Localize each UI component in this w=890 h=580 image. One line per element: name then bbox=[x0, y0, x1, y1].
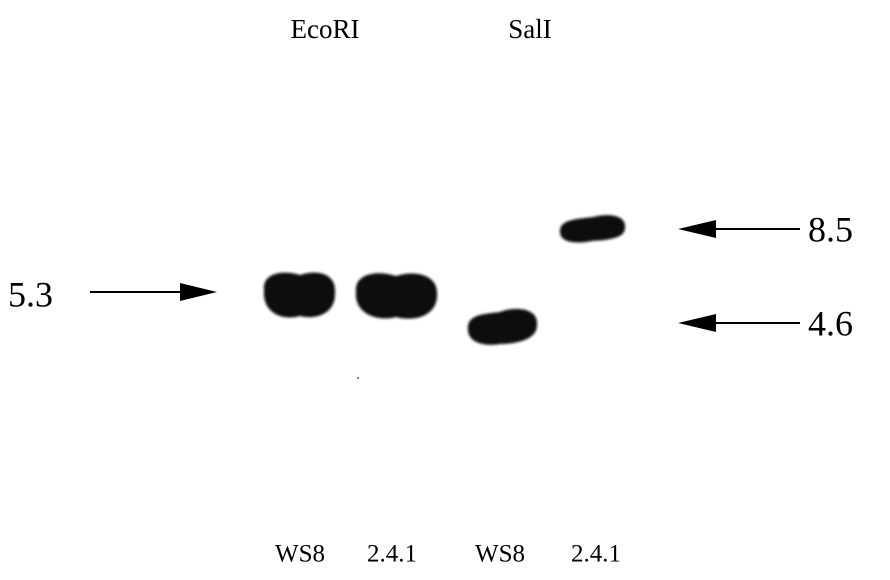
arrow-head bbox=[678, 314, 716, 332]
size-marker: 8.5 bbox=[808, 209, 853, 249]
size-marker: 4.6 bbox=[808, 303, 853, 343]
arrow-head bbox=[678, 220, 716, 238]
lane-label: WS8 bbox=[275, 541, 325, 568]
lane-label: 2.4.1 bbox=[367, 541, 417, 568]
band bbox=[264, 273, 335, 318]
band bbox=[356, 273, 437, 318]
size-marker: 5.3 bbox=[8, 274, 53, 314]
blot-figure: EcoRI SalI 5.3 8.5 4.6 WS8 2.4.1 WS8 2.4… bbox=[0, 0, 890, 580]
band bbox=[560, 215, 625, 242]
arrow-head bbox=[180, 283, 217, 301]
enzyme-label: EcoRI bbox=[291, 14, 360, 44]
enzyme-label: SalI bbox=[508, 14, 552, 44]
speck bbox=[357, 377, 359, 379]
lane-label: WS8 bbox=[475, 541, 525, 568]
band bbox=[468, 309, 537, 345]
lane-label: 2.4.1 bbox=[571, 541, 621, 568]
